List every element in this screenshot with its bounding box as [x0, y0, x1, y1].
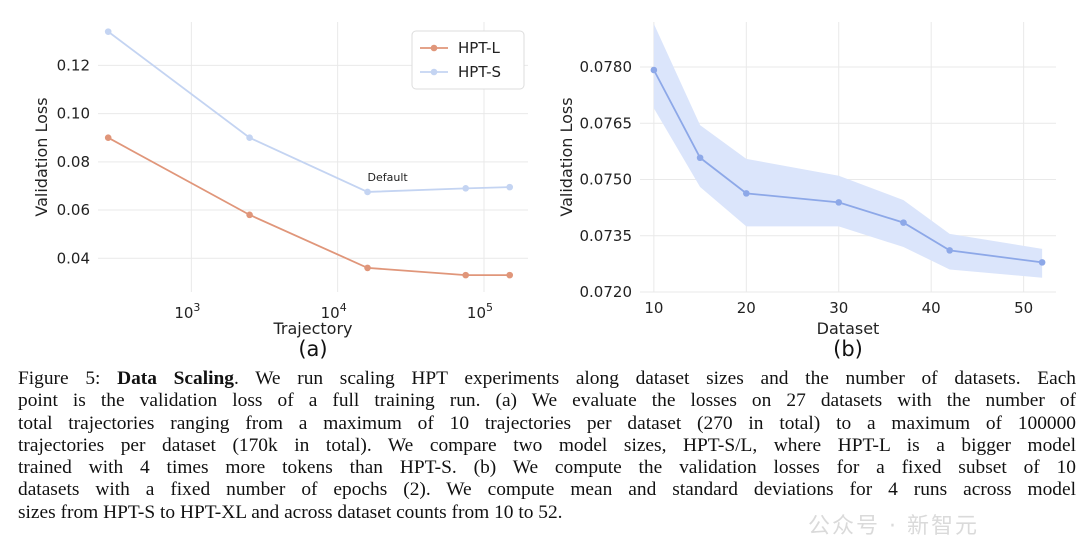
x-axis-label: Dataset	[817, 319, 880, 338]
figure-charts: 0.04 0.06 0.08 0.10 0.12 103 104 105 Trajectory V…	[32, 22, 1056, 361]
data-point	[246, 211, 253, 219]
caption-line: point is the validation loss of a full t…	[18, 390, 1076, 412]
caption-line: datasets with a fixed number of epochs (…	[18, 479, 1076, 501]
caption-line: trajectories per dataset (170k in total)…	[18, 434, 1076, 456]
x-tick-label: 50	[1014, 299, 1033, 317]
data-point	[104, 28, 112, 35]
y-tick-label: 0.06	[57, 201, 90, 219]
legend-marker	[430, 68, 438, 76]
data-point	[364, 264, 371, 272]
caption-line: total trajectories ranging from a maximu…	[18, 412, 1076, 434]
legend-label: HPT-S	[458, 63, 501, 81]
y-tick-label: 0.08	[57, 153, 90, 171]
series-line-0	[653, 69, 1043, 264]
data-point	[696, 154, 704, 162]
y-tick-label: 0.0765	[580, 114, 633, 132]
annotation-label: Default	[368, 171, 409, 184]
caption-text: . We run scaling HPT experiments along d…	[234, 368, 1076, 389]
y-tick-label: 0.0750	[580, 171, 633, 189]
x-axis-label: Trajectory	[273, 319, 353, 338]
panel-label: (b)	[833, 337, 863, 361]
legend-label: HPT-L	[458, 39, 501, 57]
watermark: 公众号 · 新智元	[808, 514, 979, 539]
x-tick-label: 104	[321, 301, 347, 322]
data-point	[650, 66, 658, 74]
x-tick-label: 40	[922, 299, 941, 317]
data-point	[364, 188, 371, 196]
data-point	[1038, 259, 1046, 266]
data-point	[104, 134, 112, 142]
x-tick-label: 30	[829, 299, 848, 317]
legend-marker	[430, 44, 438, 52]
caption-line: trained with 4 times more tokens than HP…	[18, 457, 1076, 479]
x-tick-label: 105	[467, 301, 493, 322]
data-point	[900, 219, 907, 226]
x-tick-label: 20	[737, 299, 756, 317]
caption-figure-label: Figure 5:	[18, 368, 101, 389]
legend-box	[411, 30, 525, 90]
data-point	[462, 185, 469, 192]
y-tick-label: 0.04	[57, 249, 90, 267]
y-axis-label: Validation Loss	[32, 97, 51, 216]
data-point	[462, 271, 469, 279]
std-band	[653, 23, 1043, 278]
data-point	[835, 199, 843, 206]
figure-caption: Figure 5: Data Scaling. We run scaling H…	[18, 368, 1076, 524]
y-tick-label: 0.0735	[580, 227, 633, 245]
data-point	[506, 271, 514, 279]
y-tick-label: 0.0720	[580, 283, 633, 301]
caption-line: Figure 5: Data Scaling. We run scaling H…	[18, 368, 1076, 390]
y-tick-label: 0.0780	[580, 58, 633, 76]
chart-panel-a: 0.04 0.06 0.08 0.10 0.12 103 104 105 Trajectory V…	[32, 22, 528, 361]
x-tick-label: 10	[644, 299, 663, 317]
series-line-HPT-L	[107, 136, 510, 277]
data-point	[946, 247, 953, 254]
y-tick-label: 0.12	[57, 56, 90, 74]
y-tick-label: 0.10	[57, 105, 90, 123]
chart-panel-b: 0.0720 0.0735 0.0750 0.0765 0.0780 10 20 30 40 50…	[557, 22, 1056, 361]
panel-label: (a)	[298, 337, 327, 361]
data-point	[246, 134, 253, 142]
caption-line: sizes from HPT-S to HPT-XL and across da…	[18, 501, 563, 523]
y-axis-label: Validation Loss	[557, 97, 576, 216]
legend: HPT-L HPT-S	[411, 30, 525, 90]
x-tick-label: 103	[174, 301, 200, 322]
data-point	[743, 190, 750, 197]
data-point	[506, 183, 514, 191]
caption-title: Data Scaling	[117, 368, 234, 389]
